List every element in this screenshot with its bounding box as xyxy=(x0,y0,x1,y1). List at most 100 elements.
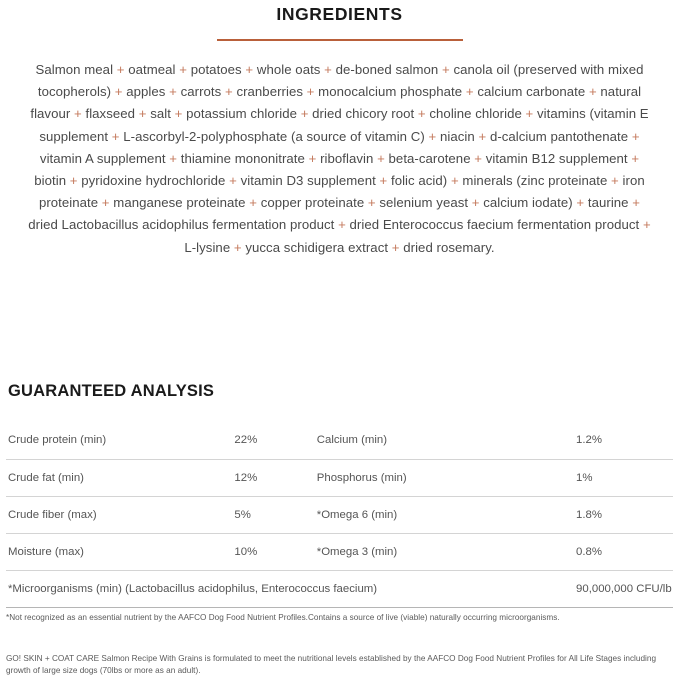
ingredient-item: selenium yeast xyxy=(379,195,469,211)
ingredient-item: vitamin D3 supplement xyxy=(240,173,376,189)
ga-value-primary: 12% xyxy=(234,459,317,497)
ingredient-item: monocalcium phosphate xyxy=(318,84,463,100)
ingredient-item: beta-carotene xyxy=(388,150,471,166)
guaranteed-analysis-table: Crude protein (min) 22% Calcium (min) 1.2% C… xyxy=(6,422,673,608)
ingredient-item: canola oil (preserved with mixed tocophe… xyxy=(37,62,644,100)
ingredients-divider xyxy=(216,39,463,41)
ingredient-item: carrots xyxy=(180,84,222,100)
table-row: Crude fat (min) 12% Phosphorus (min) 1% xyxy=(6,459,673,497)
ingredient-separator: + xyxy=(245,195,261,211)
ingredient-item: vitamins (vitamin E supplement xyxy=(39,106,649,144)
ingredient-separator: + xyxy=(375,173,391,189)
table-row: Crude fiber (max) 5% *Omega 6 (min) 1.8% xyxy=(6,496,673,534)
ingredient-item: natural flavour xyxy=(30,84,642,122)
ingredient-separator: + xyxy=(241,62,257,77)
ga-value-microorganisms: 90,000,000 CFU/lb xyxy=(576,570,673,608)
ingredient-separator: + xyxy=(165,84,181,100)
ingredient-item: thiamine mononitrate xyxy=(180,150,305,166)
ingredient-item: taurine xyxy=(587,195,629,211)
ga-label-primary: Crude protein (min) xyxy=(6,422,235,460)
ingredient-item: potassium chloride xyxy=(186,106,297,122)
ingredient-separator: + xyxy=(639,217,651,233)
table-row-microorganisms: *Microorganisms (min) (Lactobacillus aci… xyxy=(6,570,673,608)
ingredient-item: oatmeal xyxy=(128,62,176,77)
ingredient-separator: + xyxy=(521,106,538,122)
footnotes: *Not recognized as an essential nutrient… xyxy=(6,612,673,676)
ingredients-section: INGREDIENTS Salmon meal + oatmeal + pota… xyxy=(0,0,679,259)
ingredient-item: yucca schidigera extract xyxy=(245,239,389,255)
ga-value-secondary: 0.8% xyxy=(576,533,673,571)
ingredient-item: salt xyxy=(150,106,171,122)
ingredients-heading: INGREDIENTS xyxy=(276,4,403,24)
ingredient-separator: + xyxy=(627,150,640,166)
ga-label-secondary: *Omega 3 (min) xyxy=(316,533,577,571)
ingredient-separator: + xyxy=(302,84,319,100)
ingredient-separator: + xyxy=(304,150,321,166)
ingredient-item: L-lysine xyxy=(184,239,231,255)
ingredient-separator: + xyxy=(170,106,187,122)
ingredients-list: Salmon meal + oatmeal + potatoes + whole… xyxy=(24,59,655,259)
ingredient-item: whole oats xyxy=(256,62,321,77)
ingredient-separator: + xyxy=(221,84,237,100)
footnote-nutrient-disclaimer: *Not recognized as an essential nutrient… xyxy=(6,613,560,622)
ingredient-separator: + xyxy=(296,106,313,122)
ingredient-separator: + xyxy=(628,195,641,211)
ingredient-separator: + xyxy=(373,150,389,166)
ingredient-separator: + xyxy=(70,106,86,122)
ingredient-separator: + xyxy=(424,128,440,144)
footnote-aafco-statement: GO! SKIN + COAT CARE Salmon Recipe With … xyxy=(6,654,657,675)
guaranteed-analysis-heading: GUARANTEED ANALYSIS xyxy=(8,382,215,400)
ingredient-item: iron proteinate xyxy=(38,173,645,211)
ingredient-separator: + xyxy=(388,239,404,255)
ga-value-secondary: 1.8% xyxy=(576,496,673,534)
ingredient-separator: + xyxy=(66,173,82,189)
ingredient-separator: + xyxy=(334,217,350,233)
ingredient-item: vitamin A supplement xyxy=(39,150,166,166)
ingredient-separator: + xyxy=(572,195,588,211)
ingredient-item: biotin xyxy=(34,173,67,189)
ingredient-separator: + xyxy=(165,150,181,166)
ingredient-item: Salmon meal xyxy=(35,62,114,77)
ingredient-item: cranberries xyxy=(236,84,303,100)
ingredient-item: choline chloride xyxy=(429,106,522,122)
ingredient-item: potatoes xyxy=(190,62,242,77)
ga-label-primary: Crude fat (min) xyxy=(6,459,235,497)
ingredient-item: copper proteinate xyxy=(260,195,365,211)
ingredient-item: apples xyxy=(126,84,166,100)
ingredient-item: dried rosemary. xyxy=(403,239,495,255)
ingredient-separator: + xyxy=(414,106,430,122)
ingredient-item: folic acid) xyxy=(390,173,448,189)
ingredient-item: flaxseed xyxy=(85,106,136,122)
ingredient-separator: + xyxy=(447,173,463,189)
ingredient-item: de-boned salmon xyxy=(335,62,439,77)
ga-value-primary: 22% xyxy=(234,422,317,460)
ingredient-item: minerals (zinc proteinate xyxy=(462,173,608,189)
guaranteed-analysis-section: GUARANTEED ANALYSIS Crude protein (min) 2… xyxy=(0,380,679,608)
ingredient-separator: + xyxy=(607,173,623,189)
ingredient-item: dried chicory root xyxy=(312,106,415,122)
ga-label-secondary: *Omega 6 (min) xyxy=(316,496,577,534)
ga-value-primary: 5% xyxy=(234,496,317,534)
ingredient-separator: + xyxy=(225,173,241,189)
ingredient-separator: + xyxy=(468,195,484,211)
ingredient-separator: + xyxy=(113,62,129,77)
ga-label-primary: Crude fiber (max) xyxy=(6,496,235,534)
ingredient-separator: + xyxy=(364,195,380,211)
ingredient-separator: + xyxy=(585,84,601,100)
ingredient-item: L-ascorbyl-2-polyphosphate (a source of … xyxy=(123,128,425,144)
ingredient-separator: + xyxy=(320,62,336,77)
table-row: Moisture (max) 10% *Omega 3 (min) 0.8% xyxy=(6,533,673,571)
ingredient-separator: + xyxy=(175,62,191,77)
ingredient-separator: + xyxy=(111,84,127,100)
ingredient-item: manganese proteinate xyxy=(113,195,246,211)
ingredient-separator: + xyxy=(230,239,246,255)
ga-value-secondary: 1% xyxy=(576,459,673,497)
ga-label-secondary: Phosphorus (min) xyxy=(316,459,577,497)
ingredient-item: dried Enterococcus faecium fermentation … xyxy=(349,217,640,233)
table-row: Crude protein (min) 22% Calcium (min) 1.2% xyxy=(6,422,673,460)
ingredient-separator: + xyxy=(98,195,114,211)
ingredient-separator: + xyxy=(474,128,490,144)
ingredient-separator: + xyxy=(438,62,454,77)
ga-label-secondary: Calcium (min) xyxy=(316,422,577,460)
ingredient-item: vitamin B12 supplement xyxy=(485,150,628,166)
